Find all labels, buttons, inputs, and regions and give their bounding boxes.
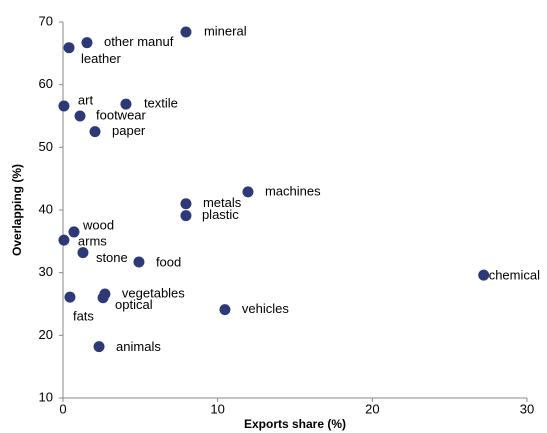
y-tick-label: 50 <box>39 139 53 154</box>
point-label: vegetables <box>122 285 185 300</box>
point <box>89 126 101 138</box>
point <box>478 269 490 281</box>
point <box>58 234 70 246</box>
y-tick-label: 20 <box>39 327 53 342</box>
y-tick-label: 60 <box>39 76 53 91</box>
point <box>63 42 75 54</box>
point-label: mineral <box>204 23 247 38</box>
x-tick-label: 10 <box>210 401 224 416</box>
point-label: metals <box>203 195 242 210</box>
point <box>180 210 192 222</box>
point-label: leather <box>81 51 121 66</box>
point-label: chemical <box>489 268 540 283</box>
point <box>81 37 93 49</box>
y-axis-title: Overlapping (%) <box>10 164 24 256</box>
point-label: stone <box>96 250 128 265</box>
point <box>219 304 231 316</box>
x-tick-label: 30 <box>520 401 534 416</box>
y-tick-label: 40 <box>39 201 53 216</box>
point-label: paper <box>112 123 146 138</box>
x-axis-title: Exports share (%) <box>244 417 346 431</box>
point <box>93 341 105 353</box>
point-label: other manuf <box>104 34 174 49</box>
point <box>242 186 254 198</box>
point-label: textile <box>144 96 178 111</box>
point-label: fats <box>73 309 94 324</box>
x-tick-label: 20 <box>365 401 379 416</box>
x-tick-label: 0 <box>59 401 66 416</box>
point <box>58 100 70 112</box>
point-label: optical <box>115 297 153 312</box>
point-label: plastic <box>202 207 239 222</box>
point <box>133 256 145 268</box>
y-tick-label: 70 <box>39 13 53 28</box>
point <box>74 110 86 122</box>
point-label: wood <box>82 217 114 232</box>
point <box>64 291 76 303</box>
point <box>180 198 192 210</box>
point-label: footwear <box>96 107 147 122</box>
point-label: vehicles <box>242 301 289 316</box>
point <box>97 292 109 304</box>
point-label: art <box>78 92 94 107</box>
point-label: arms <box>78 234 107 249</box>
point-label: food <box>156 254 181 269</box>
point <box>180 26 192 38</box>
y-tick-label: 10 <box>39 389 53 404</box>
point-label: animals <box>116 339 161 354</box>
point <box>77 247 89 259</box>
point-label: machines <box>265 183 321 198</box>
point <box>68 226 80 238</box>
point <box>120 98 132 110</box>
y-tick-label: 30 <box>39 264 53 279</box>
